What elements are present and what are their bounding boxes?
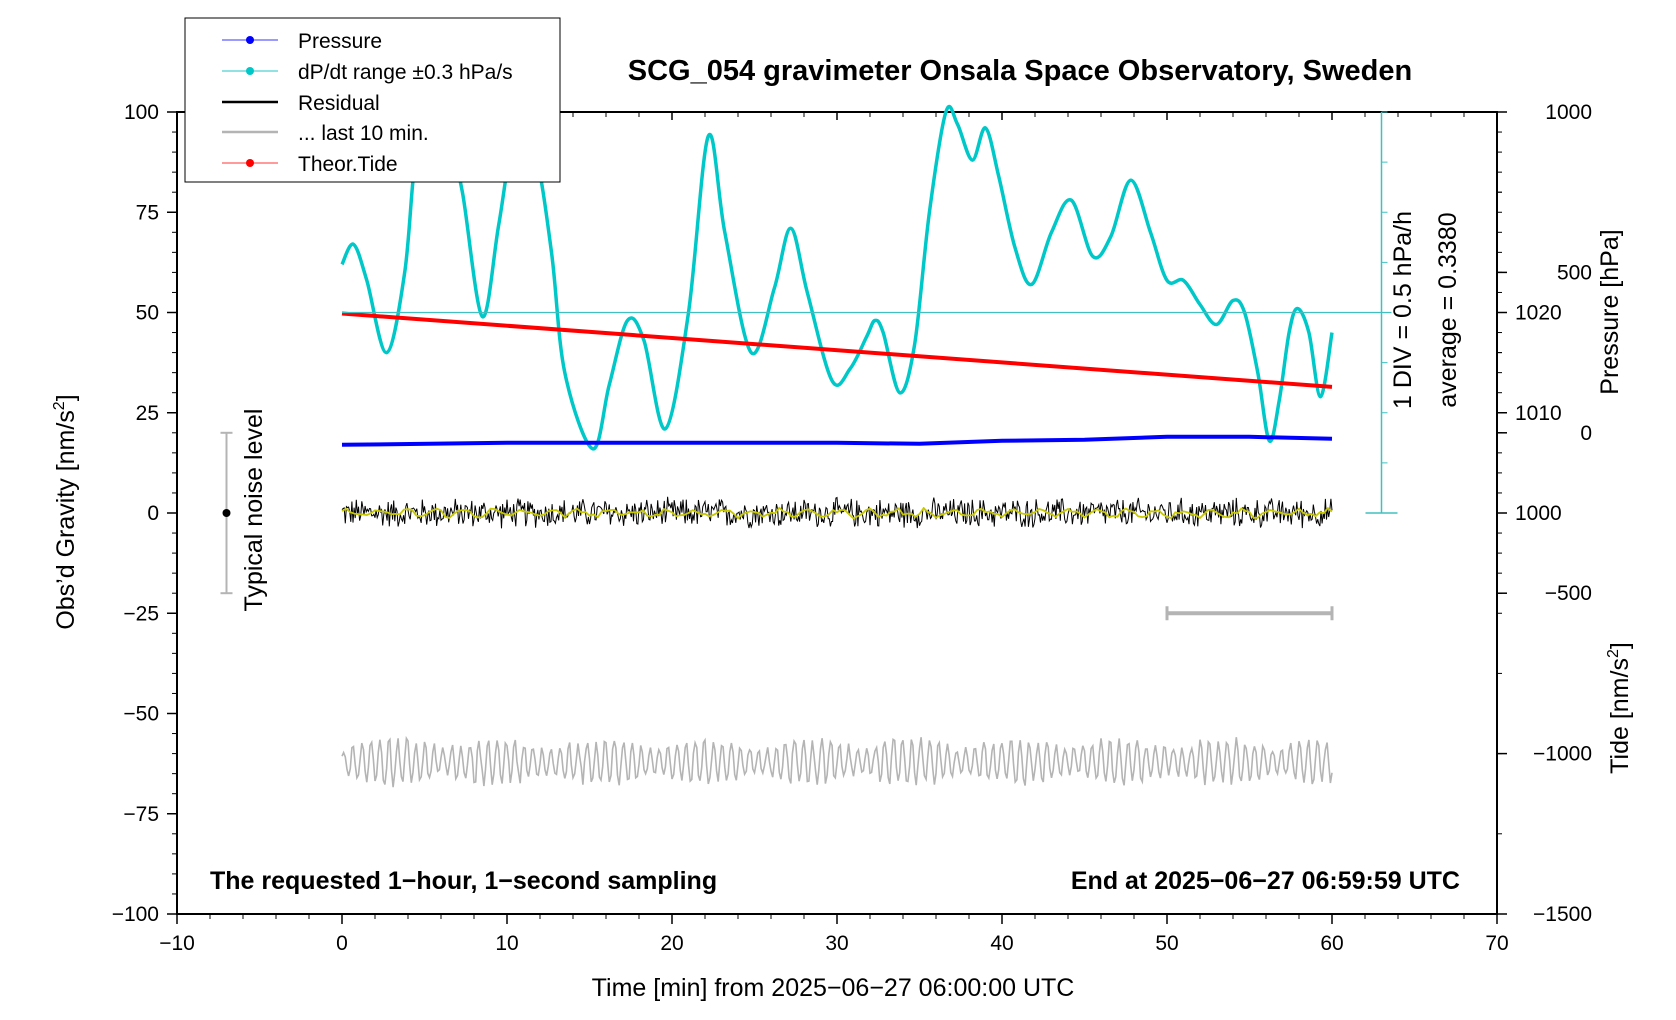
tide-tick-label: −500 bbox=[1545, 582, 1592, 605]
y-tick-label: 0 bbox=[147, 502, 159, 525]
y-axis-title-left: Obs’d Gravity [nm/s2] bbox=[51, 394, 80, 629]
y-axis-title-left-close: ] bbox=[52, 394, 80, 401]
legend-entry-tide: Theor.Tide bbox=[222, 153, 398, 176]
x-axis-title: Time [min] from 2025−06−27 06:00:00 UTC bbox=[592, 974, 1075, 1002]
y-axis-ticks: −100 −75 −50 −25 0 25 50 75 100 bbox=[112, 101, 177, 926]
chart-title: SCG_054 gravimeter Onsala Space Observat… bbox=[628, 55, 1412, 87]
legend-entry-dpdt: dP/dt range ±0.3 hPa/s bbox=[222, 61, 513, 84]
legend-marker-dpdt bbox=[246, 67, 254, 75]
y-tick-label: 50 bbox=[136, 302, 159, 325]
legend-entry-residual: Residual bbox=[222, 92, 380, 115]
dpdt-series-line bbox=[340, 104, 1334, 451]
legend: Pressure dP/dt range ±0.3 hPa/s Residual… bbox=[184, 17, 561, 183]
y-axis-title-left-sup: 2 bbox=[51, 401, 68, 410]
x-tick-label: 40 bbox=[990, 932, 1013, 955]
pressure-axis-ticks: 1000 1010 1020 bbox=[1497, 111, 1562, 614]
legend-label-dpdt: dP/dt range ±0.3 hPa/s bbox=[298, 61, 513, 84]
x-tick-label: 50 bbox=[1155, 932, 1178, 955]
legend-marker-pressure bbox=[246, 36, 254, 44]
scale-div-label: 1 DIV = 0.5 hPa/h bbox=[1389, 211, 1417, 409]
y-axis-title-tide-close: ] bbox=[1606, 642, 1634, 649]
y-axis-title-left-text: Obs’d Gravity [nm/s bbox=[52, 410, 80, 630]
legend-label-tide: Theor.Tide bbox=[298, 153, 398, 176]
legend-label-residual: Residual bbox=[298, 92, 380, 115]
tide-tick-label: 500 bbox=[1557, 261, 1592, 284]
y-tick-label: 100 bbox=[124, 101, 159, 124]
tide-tick-label: −1500 bbox=[1533, 903, 1592, 926]
x-tick-label: 0 bbox=[336, 932, 348, 955]
y-tick-label: −100 bbox=[112, 903, 159, 926]
tide-series-line bbox=[341, 311, 1333, 389]
y-axis-title-pressure: Pressure [hPa] bbox=[1596, 229, 1624, 394]
y-axis-title-tide: Tide [nm/s2] bbox=[1605, 642, 1634, 774]
noise-bar-center bbox=[222, 509, 231, 517]
annotation-layer bbox=[220, 111, 1398, 621]
pressure-series-line bbox=[341, 434, 1333, 447]
legend-entry-pressure: Pressure bbox=[222, 30, 382, 53]
x-tick-label: 10 bbox=[495, 932, 518, 955]
pressure-tick-label: 1020 bbox=[1515, 302, 1562, 325]
x-tick-label: 30 bbox=[825, 932, 848, 955]
y-tick-label: 75 bbox=[136, 201, 159, 224]
average-label: average = 0.3380 bbox=[1434, 212, 1462, 407]
tide-tick-label: 0 bbox=[1580, 422, 1592, 445]
x-tick-label: 70 bbox=[1485, 932, 1508, 955]
tide-tick-label: 1000 bbox=[1545, 101, 1592, 124]
legend-box bbox=[184, 17, 561, 183]
y-tick-label: −25 bbox=[123, 602, 159, 625]
y-tick-label: −75 bbox=[123, 803, 159, 826]
pressure-tick-label: 1000 bbox=[1515, 502, 1562, 525]
y-tick-label: 25 bbox=[136, 402, 159, 425]
legend-entry-last10: ... last 10 min. bbox=[222, 122, 429, 145]
end-time-note: End at 2025−06−27 06:59:59 UTC bbox=[1071, 867, 1460, 895]
series-layer bbox=[340, 104, 1334, 788]
y-axis-title-tide-sup: 2 bbox=[1605, 649, 1622, 658]
last10-series-line bbox=[341, 735, 1333, 788]
y-tick-label: −50 bbox=[123, 703, 159, 726]
y-axis-title-tide-text: Tide [nm/s bbox=[1606, 658, 1634, 774]
x-tick-label: 20 bbox=[660, 932, 683, 955]
legend-label-pressure: Pressure bbox=[298, 30, 382, 53]
pressure-tick-label: 1010 bbox=[1515, 402, 1562, 425]
x-tick-label: −10 bbox=[159, 932, 195, 955]
tide-tick-label: −1000 bbox=[1533, 743, 1592, 766]
legend-label-last10: ... last 10 min. bbox=[298, 122, 429, 145]
residual-series-line bbox=[341, 496, 1333, 529]
residual-smoothed-line bbox=[341, 506, 1333, 520]
noise-label: Typical noise level bbox=[240, 409, 268, 612]
x-axis-ticks: −10 0 10 20 30 40 50 60 70 bbox=[159, 112, 1509, 955]
x-tick-label: 60 bbox=[1320, 932, 1343, 955]
tide-axis-ticks: −1500 −1000 −500 0 500 1000 bbox=[1497, 101, 1592, 926]
legend-marker-tide bbox=[246, 159, 254, 167]
sampling-note: The requested 1−hour, 1−second sampling bbox=[210, 867, 717, 895]
